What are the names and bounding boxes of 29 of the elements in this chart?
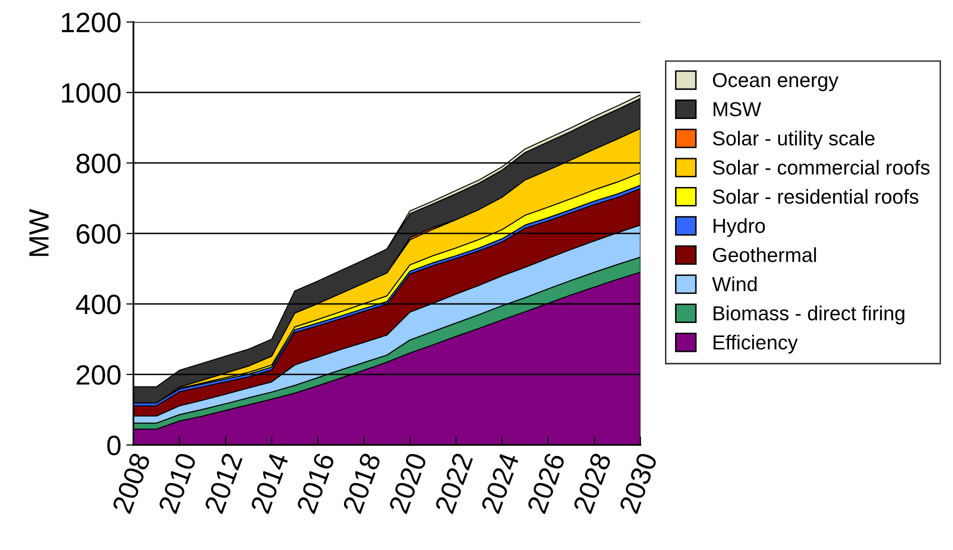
x-tick-label: 2024 [480, 452, 520, 514]
legend-label: MSW [714, 102, 762, 116]
y-tick-label: 1200 [62, 12, 121, 32]
legend-label: Wind [712, 276, 757, 292]
x-tick-label: 2028 [572, 452, 612, 514]
y-tick-label: 800 [76, 154, 121, 174]
legend-label: Efficiency [714, 334, 798, 354]
legend-label: Hydro [714, 218, 765, 237]
y-tick-label: 400 [76, 294, 121, 314]
y-tick-label: 200 [76, 365, 121, 385]
legend-label: Solar - residential roofs [712, 189, 918, 204]
y-tick-label: 0 [107, 436, 121, 456]
y-tick-label: 600 [76, 224, 121, 244]
legend-label: Ocean energy [712, 72, 838, 92]
legend-label: Solar - utility scale [712, 130, 875, 150]
x-tick-label: 2026 [526, 452, 566, 514]
legend-label: Solar - commercial roofs [712, 160, 930, 175]
legend-label: Biomass - direct firing [714, 306, 904, 324]
x-tick-label: 2010 [158, 452, 197, 514]
y-axis-title: MW [29, 208, 49, 256]
y-tick-label: 1000 [62, 83, 121, 103]
x-tick-label: 2016 [296, 452, 335, 514]
x-tick-label: 2030 [618, 452, 658, 514]
legend-label: Geothermal [713, 247, 816, 262]
x-tick-label: 2014 [250, 452, 289, 514]
x-tick-label: 2022 [434, 452, 474, 514]
x-tick-label: 2018 [342, 452, 382, 514]
x-tick-label: 2020 [388, 452, 428, 514]
x-tick-label: 2012 [204, 452, 243, 514]
